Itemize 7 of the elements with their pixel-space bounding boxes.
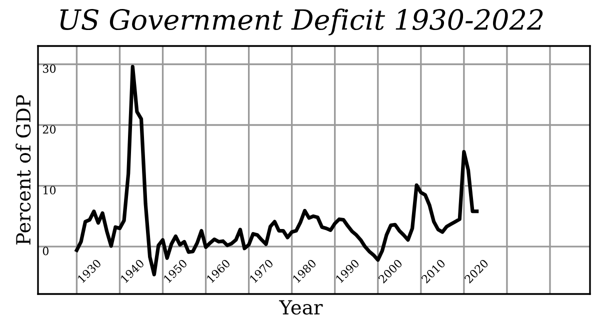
chart-title: US Government Deficit 1930-2022	[60, 8, 543, 36]
y-axis-title: Percent of GDP	[16, 95, 31, 245]
y-tick-label: 0	[42, 246, 48, 256]
y-tick-label: 30	[43, 64, 56, 73]
y-tick-label: 20	[42, 125, 56, 134]
y-tick-label: 10	[44, 186, 56, 194]
x-axis-title: Year	[279, 300, 323, 315]
